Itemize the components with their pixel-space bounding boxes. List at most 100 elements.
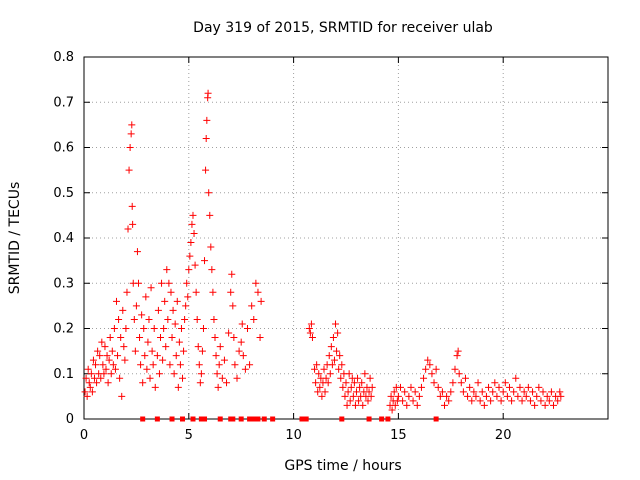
data-point [189, 211, 197, 219]
data-point [399, 397, 407, 405]
data-point [326, 370, 334, 378]
zero-flag-point [140, 416, 146, 422]
data-point [147, 284, 155, 292]
data-point [202, 134, 210, 142]
data-point [547, 388, 555, 396]
data-point [337, 374, 345, 382]
data-point [499, 388, 507, 396]
data-point [92, 361, 100, 369]
data-point [157, 334, 165, 342]
zero-flag-point [379, 416, 385, 422]
data-point [187, 239, 195, 247]
zero-flag-point [385, 416, 391, 422]
data-point [434, 383, 442, 391]
data-point [182, 302, 190, 310]
zero-flag-point [154, 416, 160, 422]
data-point [453, 352, 461, 360]
data-point [508, 397, 516, 405]
x-tick-label: 10 [285, 428, 302, 443]
data-point [85, 379, 93, 387]
data-point [164, 315, 172, 323]
data-point [212, 352, 220, 360]
zero-flag-point [169, 416, 175, 422]
data-point [495, 383, 503, 391]
data-point [493, 392, 501, 400]
zero-flag-point [247, 416, 253, 422]
data-point [121, 356, 129, 364]
data-point [82, 374, 90, 382]
data-point [451, 365, 459, 373]
data-point [441, 401, 449, 409]
data-point [173, 297, 181, 305]
zero-flag-point [180, 416, 186, 422]
data-point [166, 361, 174, 369]
data-point [449, 379, 457, 387]
data-point [159, 356, 167, 364]
data-point [158, 279, 166, 287]
data-point [497, 397, 505, 405]
data-point [110, 325, 118, 332]
data-point [557, 392, 565, 400]
data-point [128, 202, 136, 210]
data-point [485, 383, 493, 391]
data-point [107, 370, 115, 378]
zero-flag-point [238, 416, 244, 422]
data-point [185, 266, 193, 274]
data-point [126, 144, 134, 151]
data-point [235, 347, 243, 355]
grid-lines [84, 57, 608, 419]
data-point [328, 361, 336, 369]
data-point [118, 392, 126, 400]
data-point [136, 334, 144, 342]
data-point [98, 338, 106, 346]
data-point [140, 325, 148, 332]
data-point [181, 315, 189, 323]
data-point [409, 397, 417, 405]
data-point [254, 288, 262, 296]
data-point [124, 225, 132, 233]
data-point [167, 288, 175, 296]
data-point [108, 347, 116, 355]
data-point [396, 383, 404, 391]
data-point [150, 325, 158, 332]
data-point [176, 361, 184, 369]
data-point [190, 229, 198, 237]
data-point [361, 370, 369, 378]
data-point [125, 166, 133, 174]
data-point [315, 370, 323, 378]
data-point [501, 379, 509, 387]
data-point [341, 392, 349, 400]
data-point [141, 352, 149, 360]
data-point [461, 374, 469, 382]
data-point [241, 365, 249, 373]
data-point [476, 397, 484, 405]
data-point [407, 383, 415, 391]
data-point [535, 383, 543, 391]
data-point [356, 383, 364, 391]
data-point [307, 320, 315, 328]
data-point [322, 374, 330, 382]
data-point [220, 356, 228, 364]
data-point [117, 334, 125, 342]
data-point [432, 365, 440, 373]
data-point [233, 374, 241, 382]
data-point [216, 343, 224, 351]
zero-flag-point [303, 416, 309, 422]
data-point [334, 329, 342, 337]
data-point [541, 401, 549, 409]
data-point [487, 397, 495, 405]
data-point [367, 392, 375, 400]
data-point [550, 401, 558, 409]
data-point [311, 365, 319, 373]
data-point [99, 361, 107, 369]
data-point [119, 306, 127, 314]
data-point [171, 320, 179, 328]
y-axis-label: SRMTID / TECUs [7, 182, 23, 295]
data-point [422, 365, 430, 373]
data-point [428, 370, 436, 378]
data-point [478, 388, 486, 396]
data-point [215, 361, 223, 369]
data-point [420, 374, 428, 382]
data-point [163, 266, 171, 274]
